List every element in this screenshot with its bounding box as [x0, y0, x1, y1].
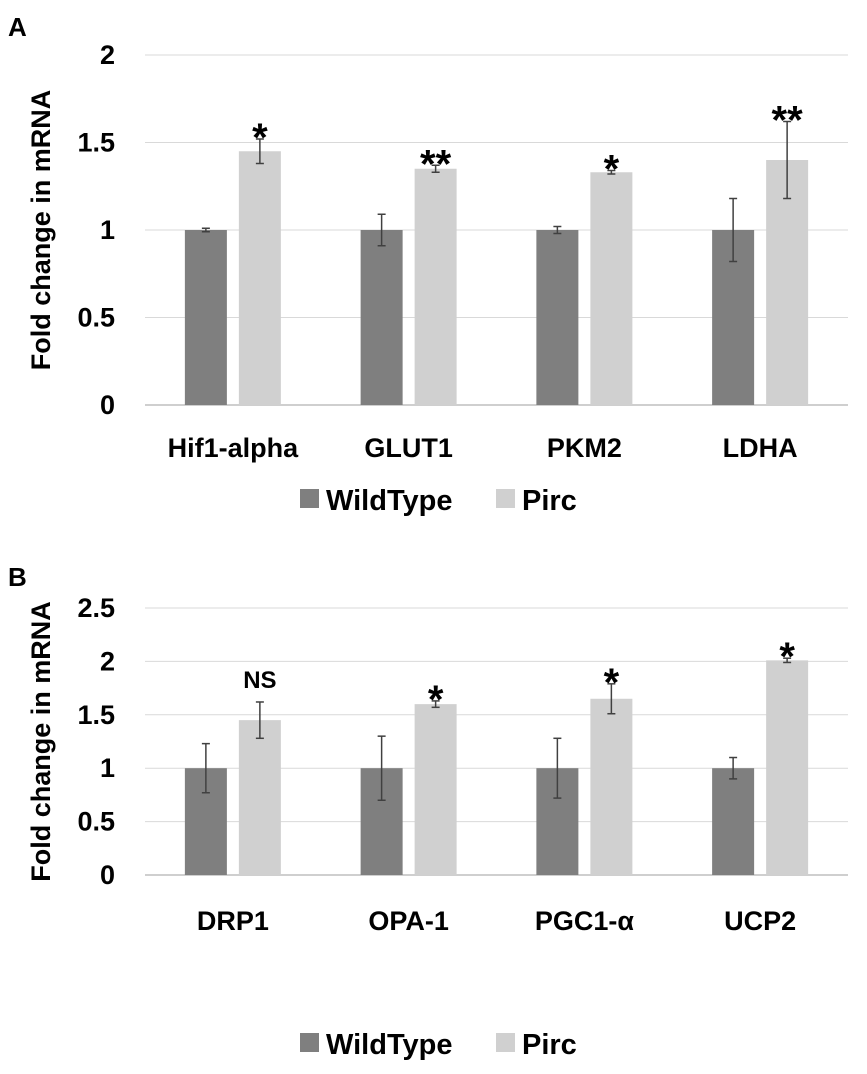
- y-tick-label: 1: [100, 753, 115, 783]
- significance-label: **: [772, 99, 804, 143]
- legend-label-wildtype: WildType: [326, 485, 452, 517]
- significance-label: *: [604, 661, 620, 705]
- legend-swatch-wildtype: [300, 1033, 319, 1052]
- bar-wildtype: [712, 768, 755, 875]
- y-tick-label: 0: [100, 860, 115, 890]
- x-tick-label: DRP1: [197, 906, 269, 936]
- y-tick-label: 2: [100, 646, 115, 676]
- x-tick-label: GLUT1: [364, 433, 453, 463]
- x-tick-label: PGC1-α: [535, 906, 635, 936]
- y-axis-label: Fold change in mRNA: [26, 90, 56, 371]
- y-tick-label: 1: [100, 215, 115, 245]
- bar-pirc: [238, 720, 281, 875]
- x-tick-label: LDHA: [723, 433, 798, 463]
- significance-label: *: [428, 678, 444, 722]
- significance-label: *: [252, 116, 268, 160]
- bar-pirc: [414, 168, 457, 405]
- bar-wildtype: [360, 230, 403, 405]
- legend-label-pirc: Pirc: [522, 1029, 577, 1061]
- x-tick-label: OPA-1: [368, 906, 449, 936]
- significance-label: **: [420, 142, 452, 186]
- legend-swatch-pirc: [496, 489, 515, 508]
- legend-swatch-pirc: [496, 1033, 515, 1052]
- legend-label-pirc: Pirc: [522, 485, 577, 517]
- x-tick-label: Hif1-alpha: [168, 433, 300, 463]
- bar-pirc: [766, 160, 809, 405]
- y-tick-label: 0: [100, 390, 115, 420]
- y-tick-label: 0.5: [77, 303, 115, 333]
- bar-pirc: [238, 151, 281, 405]
- legend-swatch-wildtype: [300, 489, 319, 508]
- y-axis-label: Fold change in mRNA: [26, 601, 56, 882]
- y-tick-label: 1.5: [77, 128, 115, 158]
- bar-pirc: [590, 172, 633, 405]
- y-tick-label: 1.5: [77, 700, 115, 730]
- significance-label: NS: [243, 667, 276, 694]
- panel-label: B: [8, 562, 27, 592]
- bar-wildtype: [536, 230, 579, 405]
- significance-label: *: [779, 635, 795, 679]
- legend-label-wildtype: WildType: [326, 1029, 452, 1061]
- panel-label: A: [8, 12, 27, 42]
- x-tick-label: UCP2: [724, 906, 796, 936]
- bar-wildtype: [184, 230, 227, 405]
- x-tick-label: PKM2: [547, 433, 622, 463]
- y-tick-label: 0.5: [77, 807, 115, 837]
- y-tick-label: 2: [100, 40, 115, 70]
- y-tick-label: 2.5: [77, 593, 115, 623]
- significance-label: *: [604, 148, 620, 192]
- bar-pirc: [590, 698, 633, 875]
- bar-pirc: [414, 704, 457, 875]
- bar-pirc: [766, 660, 809, 875]
